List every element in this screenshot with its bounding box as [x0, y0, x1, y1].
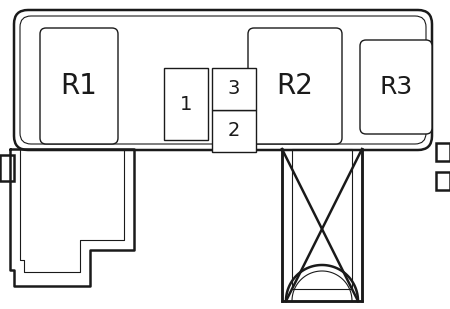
Bar — [436, 172, 450, 190]
Text: R3: R3 — [379, 75, 413, 99]
Bar — [292, 149, 352, 289]
Bar — [436, 143, 450, 161]
FancyBboxPatch shape — [14, 10, 432, 150]
Text: 3: 3 — [228, 79, 240, 99]
Bar — [212, 110, 256, 152]
Polygon shape — [10, 149, 134, 286]
Bar — [0, 155, 14, 181]
FancyBboxPatch shape — [360, 40, 432, 134]
FancyBboxPatch shape — [40, 28, 118, 144]
Bar — [282, 149, 362, 301]
Text: R1: R1 — [61, 72, 98, 100]
FancyBboxPatch shape — [248, 28, 342, 144]
Text: 2: 2 — [228, 121, 240, 141]
Bar — [212, 68, 256, 110]
Text: R2: R2 — [277, 72, 314, 100]
Bar — [164, 68, 208, 140]
Text: 1: 1 — [180, 95, 192, 113]
